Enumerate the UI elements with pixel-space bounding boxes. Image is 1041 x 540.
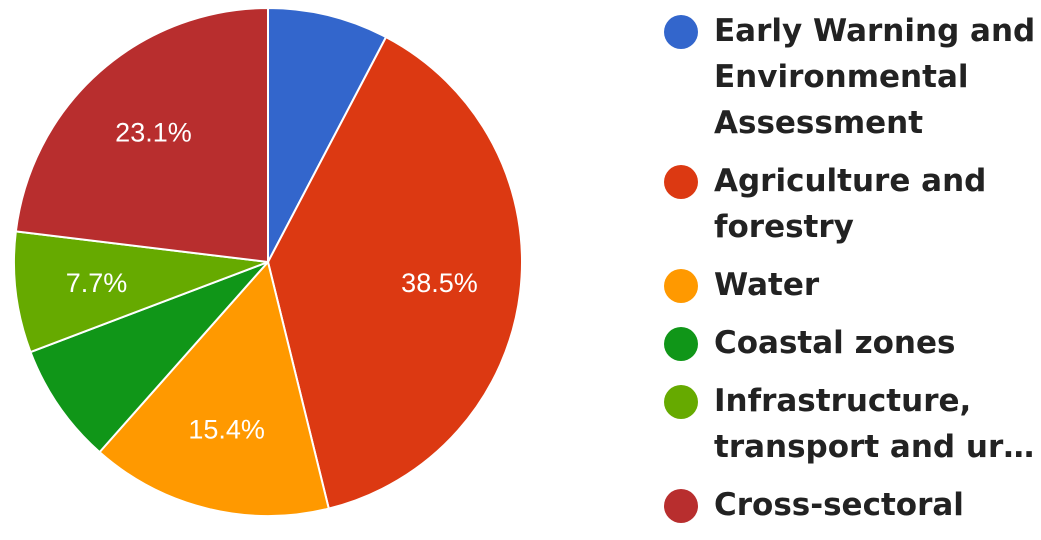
legend-swatch-icon (664, 269, 698, 303)
legend-item-4: Infrastructure, transport and ur… (664, 378, 1041, 470)
pie-slice-3 (29, 261, 269, 454)
slice-data-label-4: 7.7% (66, 268, 128, 298)
legend-item-2: Water (664, 262, 1041, 308)
legend-swatch-icon (664, 15, 698, 49)
legend-swatch-icon (664, 489, 698, 523)
pie-slice-0 (267, 6, 388, 263)
pie-chart: 38.5% 15.4% 7.7% 23.1% (13, 6, 523, 516)
legend-item-5: Cross-sectoral (664, 482, 1041, 528)
legend-swatch-icon (664, 385, 698, 419)
pie-slice-1 (266, 35, 523, 510)
slice-data-label-1: 38.5% (401, 268, 478, 298)
legend-item-0: Early Warning and Environmental Assessment (664, 8, 1041, 146)
legend-label: Infrastructure, (714, 383, 972, 419)
slice-data-label-2: 15.4% (188, 415, 265, 445)
legend-item-1: Agriculture and forestry (664, 158, 1041, 250)
legend-label: Assessment (714, 105, 924, 141)
legend-label: Cross-sectoral (714, 487, 964, 523)
legend-swatch-icon (664, 165, 698, 199)
legend-swatch-icon (664, 327, 698, 361)
legend: Early Warning and Environmental Assessment… (664, 8, 1041, 540)
pie-slice-4 (13, 230, 269, 354)
legend-label: forestry (714, 209, 854, 245)
legend-label: Coastal zones (714, 325, 956, 361)
slice-data-label-5: 23.1% (115, 118, 192, 148)
legend-label: Water (714, 267, 820, 303)
legend-label: Agriculture and (714, 163, 987, 199)
legend-label: transport and ur… (714, 429, 1035, 465)
pie-slice-5 (14, 6, 269, 264)
legend-item-3: Coastal zones (664, 320, 1041, 366)
pie-slice-2 (98, 259, 330, 516)
legend-label: Environmental (714, 59, 969, 95)
legend-label: Early Warning and (714, 13, 1036, 49)
